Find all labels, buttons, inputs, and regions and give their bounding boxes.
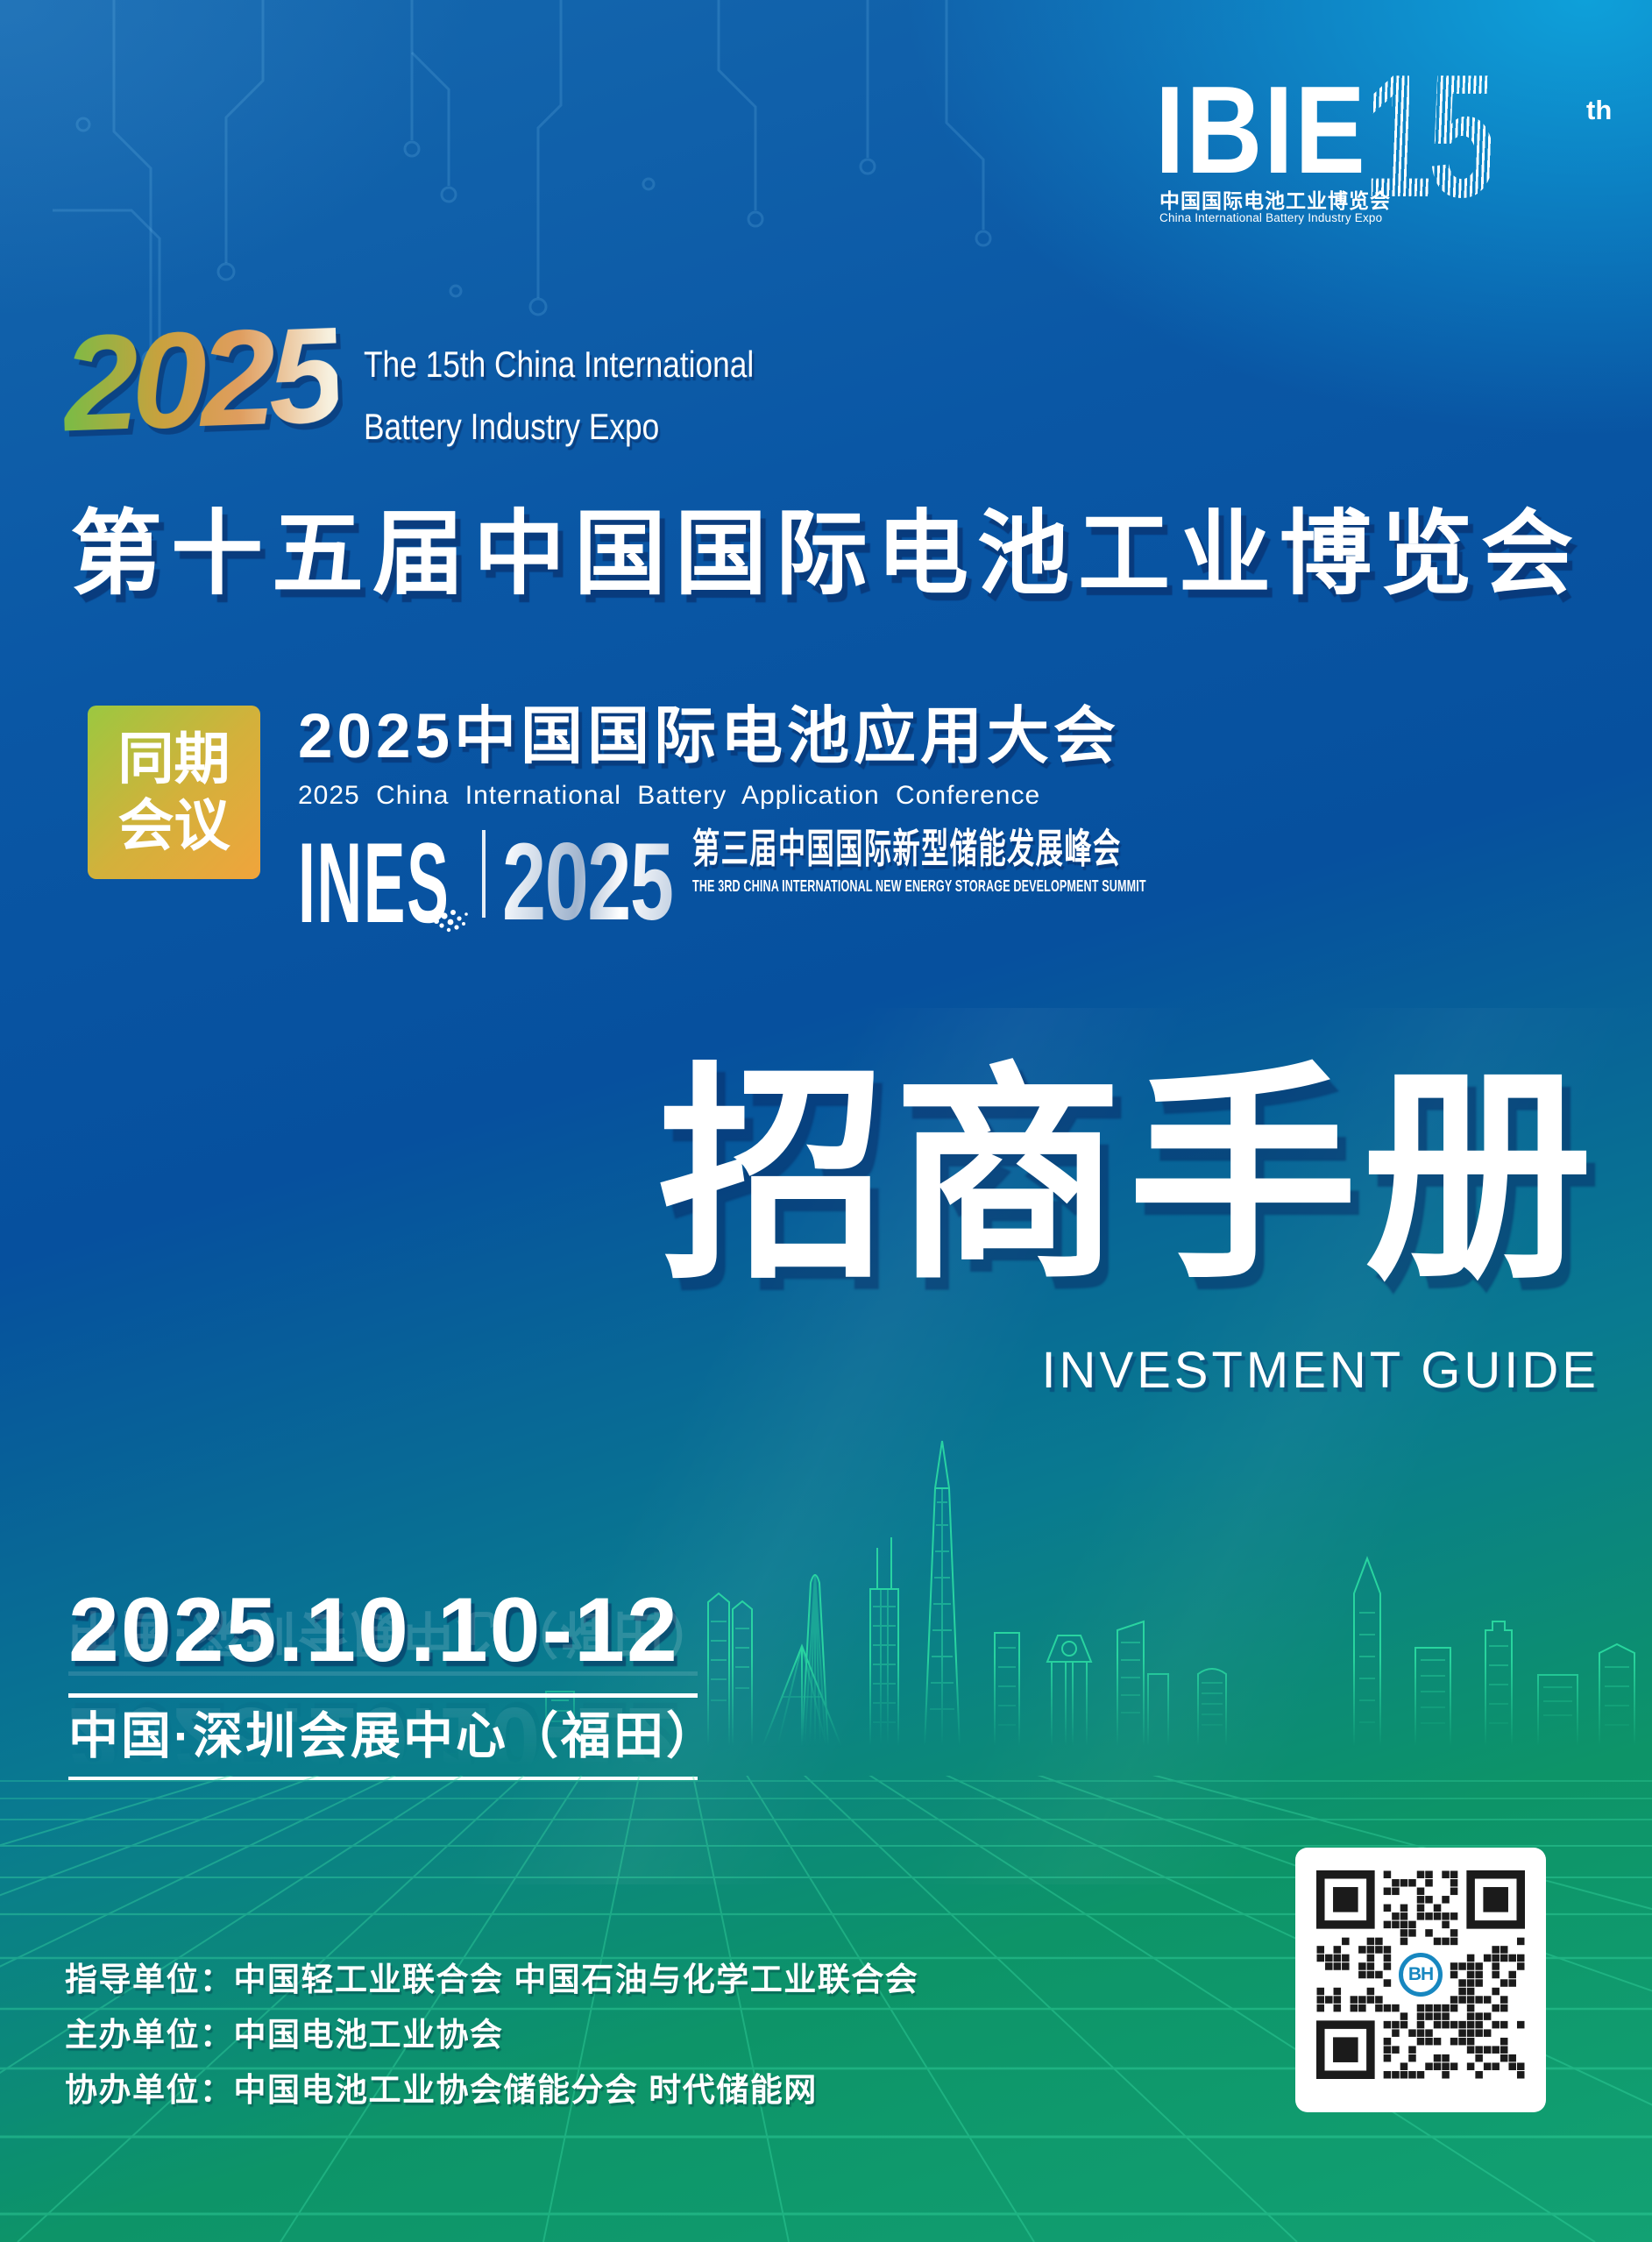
- badge-line-2: 会议: [117, 794, 230, 857]
- conference-1-title-cn: 2025中国国际电池应用大会: [298, 702, 1120, 771]
- organizer-value: 中国轻工业联合会 中国石油与化学工业联合会: [233, 1962, 919, 1997]
- divider-line-2: [68, 1777, 698, 1780]
- event-venue-reflection: 中国·深圳会展中心（福田）: [68, 1605, 719, 1661]
- ibie-15-striped-number: 15: [1364, 39, 1497, 234]
- organizer-label: 主办单位：: [65, 2017, 234, 2053]
- brand-caption-cn: 中国国际电池工业博览会: [1159, 189, 1391, 212]
- qr-code: [1316, 1870, 1525, 2079]
- organizer-label: 指导单位：: [65, 1962, 234, 1997]
- divider-line: [68, 1693, 698, 1698]
- organizer-label: 协办单位：: [65, 2072, 234, 2108]
- concurrent-badge: 同期 会议: [88, 706, 260, 879]
- organizer-row-guidance: 指导单位：中国轻工业联合会 中国石油与化学工业联合会: [65, 1963, 918, 1996]
- hero-year-row: 2025 The 15th China International Batter…: [60, 299, 828, 460]
- organizer-row-host: 主办单位：中国电池工业协会: [65, 2019, 918, 2051]
- event-info-block: 2025.10.10-12 中国·深圳会展中心（福田）: [68, 1585, 719, 1780]
- organizer-row-cohost: 协办单位：中国电池工业协会储能分会 时代储能网: [65, 2074, 918, 2106]
- event-date: 2025.10.10-12: [68, 1579, 679, 1681]
- conference-2-title-cn: 第三届中国国际新型储能发展峰会: [692, 826, 1122, 871]
- conference-list: 2025中国国际电池应用大会 2025 China International …: [298, 702, 1146, 947]
- conference-2-block: 第三届中国国际新型储能发展峰会 THE 3RD CHINA INTERNATIO…: [692, 828, 1146, 896]
- conference-2-title-en: THE 3RD CHINA INTERNATIONAL NEW ENERGY S…: [692, 876, 1146, 895]
- circuit-pattern-decoration: [53, 0, 992, 369]
- event-venue: 中国·深圳会展中心（福田）: [68, 1708, 719, 1764]
- ibie-th-suffix: th: [1586, 95, 1613, 125]
- year-brush-text: 2025: [60, 299, 340, 464]
- concurrent-conferences: 同期 会议 2025中国国际电池应用大会 2025 China Internat…: [88, 702, 1146, 947]
- qr-card: BH: [1295, 1848, 1546, 2112]
- ines-logo-text: INES: [298, 819, 450, 947]
- divider-line-reflection: [68, 1671, 698, 1676]
- ines-divider-bar: [482, 830, 486, 918]
- event-date-reflection: 2025.10.10-12: [68, 1688, 679, 1790]
- organizer-value: 中国电池工业协会: [233, 2017, 504, 2053]
- bh-logo-icon: BH: [1399, 1953, 1443, 1997]
- hero-subtitle-line1: The 15th China International: [363, 344, 755, 385]
- shenzhen-skyline-graphic: [545, 1440, 1635, 1747]
- ines-summit-row: INES 2025 第三届中国国际新型储能发展峰会 THE 3RD CHINA …: [298, 819, 1146, 947]
- ines-year-text: 2025: [502, 820, 674, 943]
- qr-center-logo: BH: [1393, 1948, 1448, 2002]
- ibie-logo-text: IBIE: [1155, 60, 1367, 200]
- expo-title-cn: 第十五届中国国际电池工业博览会: [70, 503, 1583, 606]
- event-info-reflection: 2025.10.10-12 中国·深圳会展中心（福田）: [68, 1605, 719, 1790]
- badge-line-1: 同期: [117, 727, 230, 791]
- conference-1-title-en: 2025 China International Battery Applica…: [298, 781, 1041, 810]
- organizer-value: 中国电池工业协会储能分会 时代储能网: [233, 2072, 818, 2108]
- investment-guide-title-cn: 招商手册: [658, 1048, 1598, 1305]
- organizers-block: 指导单位：中国轻工业联合会 中国石油与化学工业联合会 主办单位：中国电池工业协会…: [65, 1963, 918, 2129]
- brand-caption-en: China International Battery Industry Exp…: [1159, 211, 1383, 224]
- hero-subtitle-en: The 15th China International Battery Ind…: [364, 333, 754, 458]
- ibie-brand-logo: IBIE 15 th 中国国际电池工业博览会 China Internation…: [1155, 49, 1646, 247]
- ines-dots-icon: [434, 910, 468, 933]
- investment-guide-title-en: INVESTMENT GUIDE: [1041, 1342, 1599, 1399]
- hero-subtitle-line2: Battery Industry Expo: [363, 406, 660, 448]
